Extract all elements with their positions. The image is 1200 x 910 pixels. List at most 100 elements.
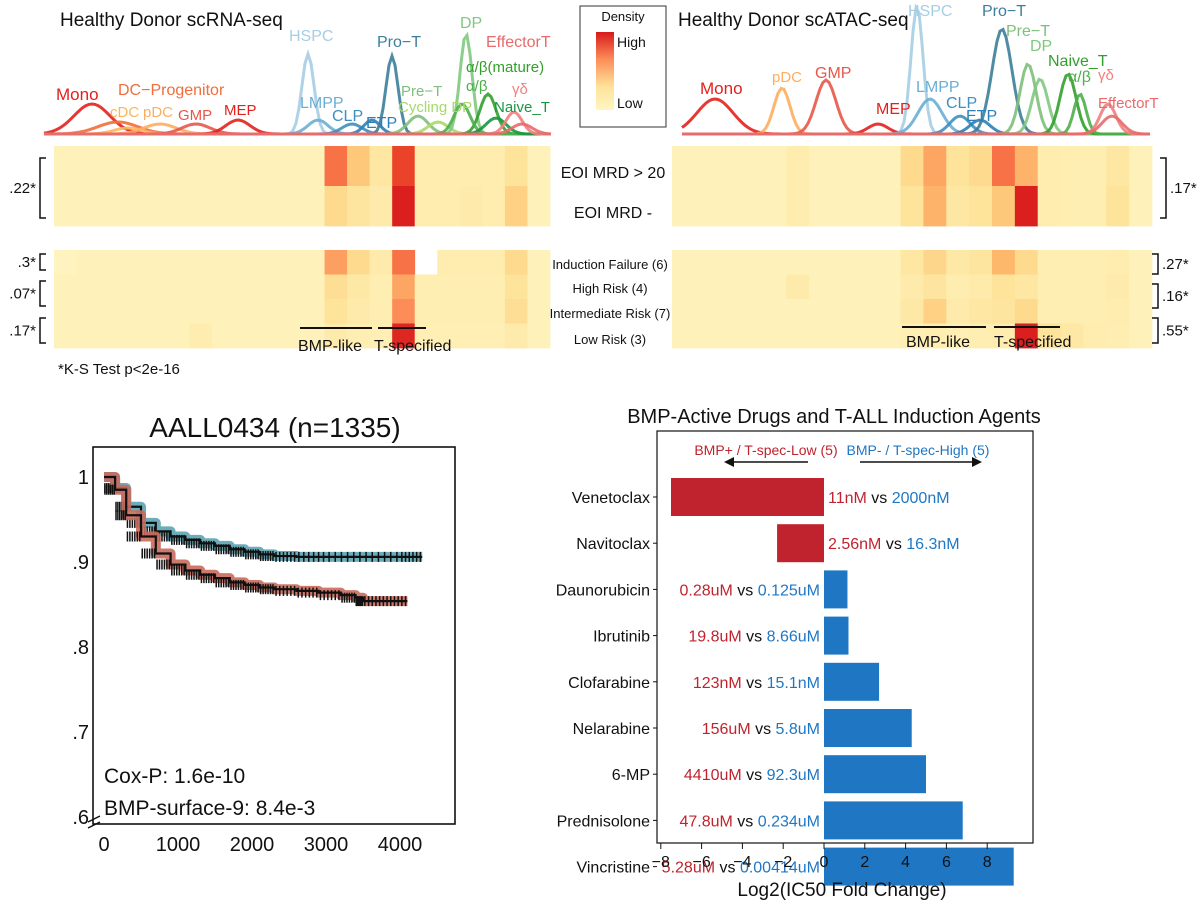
scatac-risk-cell [946, 274, 970, 300]
scrna-risk-cell [482, 274, 506, 300]
scrna-risk-cell [166, 274, 190, 300]
scrna-risk-cell [302, 250, 325, 275]
scrna-risk-cell [347, 299, 371, 324]
scatac-risk-cell [1060, 250, 1084, 275]
scrna-risk-cell [459, 274, 483, 300]
scatac-risk-cell [1060, 299, 1084, 324]
scatac-hr-bracket-label: .16* [1162, 288, 1189, 305]
scatac-risk-cell [832, 323, 856, 349]
drug-x-tick-label: 6 [942, 854, 951, 871]
scatac-significance-brackets: .17* .27* .16* .55* [1152, 157, 1197, 344]
drug-bar [824, 755, 926, 794]
scatac-risk-cell [786, 299, 810, 324]
scrna-mrd-cell [392, 186, 416, 227]
scrna-mrd-cell [76, 186, 100, 227]
scatac-risk-cell [992, 299, 1016, 324]
scatac-risk-cell [1060, 274, 1084, 300]
scrna-mrd-cell [211, 186, 235, 227]
scatac-mrd-cell [809, 146, 833, 187]
scrna-mrd-cell [302, 146, 325, 187]
density-legend-box [579, 5, 667, 128]
scrna-risk-cell [279, 250, 303, 275]
scrna-risk-cell [144, 274, 168, 300]
drug-x-axis-label: Log2(IC50 Fold Change) [737, 880, 946, 901]
scatac-mrd-bracket [1160, 157, 1167, 219]
drug-x-tick-label: 0 [820, 854, 829, 871]
scatac-cell-type-label-9: Pre−T [1006, 23, 1050, 40]
drug-left-arrow-label: BMP+ / T-spec-Low (5) [694, 442, 837, 458]
scrna-risk-cell [54, 323, 77, 349]
scatac-density-curve [682, 118, 1150, 136]
scatac-risk-cell [900, 299, 924, 324]
scatac-mrd-cell [809, 186, 833, 227]
scrna-risk-cell [347, 323, 371, 349]
scrna-density-curve [44, 122, 552, 136]
scrna-mrd-cell [482, 186, 506, 227]
survival-axis-break [87, 815, 101, 829]
survival-series-1-band [104, 472, 408, 607]
drug-bar [824, 847, 1014, 886]
survival-y-tick-label: .6 [72, 807, 89, 829]
scrna-heatmap-risk [54, 250, 551, 349]
scatac-mrd-cell [763, 186, 787, 227]
scatac-risk-cell [877, 274, 901, 300]
scrna-risk-cell [369, 274, 393, 300]
scatac-mrd-cell [1060, 146, 1084, 187]
scrna-risk-cell [527, 274, 551, 300]
scatac-risk-cell [923, 323, 947, 349]
scatac-risk-cell [900, 323, 924, 349]
drug-category-label: Venetoclax [572, 490, 650, 507]
scrna-risk-cell [414, 274, 438, 300]
survival-x-tick-label: 0 [98, 834, 109, 856]
scatac-mrd-cell [877, 146, 901, 187]
scrna-risk-cell [392, 250, 416, 275]
scatac-cell-type-label-5: LMPP [916, 79, 960, 96]
scrna-footnote: *K-S Test p<2e-16 [58, 361, 180, 378]
scatac-cell-type-label-12: α/β [1068, 69, 1091, 86]
scrna-cell-type-label-6: HSPC [289, 28, 333, 45]
scrna-risk-cell [324, 323, 348, 349]
scrna-risk-cell [234, 299, 258, 324]
scrna-risk-cell [144, 250, 168, 275]
drug-x-tick-label: 2 [860, 854, 869, 871]
scrna-risk-cell [189, 250, 213, 275]
scrna-cell-type-label-7: LMPP [300, 95, 344, 112]
scatac-risk-cell [969, 274, 993, 300]
scatac-risk-cell [740, 274, 764, 300]
scatac-risk-cell [717, 299, 741, 324]
scatac-heatmap-mrd [672, 146, 1153, 227]
scatac-mrd-cell [900, 186, 924, 227]
scrna-mrd-cell [459, 186, 483, 227]
scrna-risk-cell [279, 274, 303, 300]
scatac-risk-cell [946, 323, 970, 349]
scrna-mrd-cell [99, 146, 123, 187]
scatac-risk-cell [809, 274, 833, 300]
scrna-panel: Healthy Donor scRNA-seq Mono DC−Progenito… [9, 10, 552, 378]
scrna-risk-cell [144, 323, 168, 349]
scatac-if-bracket [1152, 253, 1159, 275]
scatac-if-bracket-label: .27* [1162, 256, 1189, 273]
scatac-hr-bracket [1152, 283, 1159, 309]
scatac-mrd-cell [740, 146, 764, 187]
scatac-risk-cell [1083, 299, 1107, 324]
scrna-risk-cell [211, 250, 235, 275]
scatac-cell-type-label-10: DP [1030, 38, 1052, 55]
scatac-risk-cell [1060, 323, 1084, 349]
scrna-risk-cell [256, 250, 280, 275]
scatac-risk-cell [672, 323, 696, 349]
scrna-mrd-cell [504, 146, 528, 187]
drug-ic50-label: 4410uM vs 92.3uM [684, 767, 820, 784]
drug-ic50-label: 0.28uM vs 0.125uM [679, 582, 820, 599]
scrna-risk-cell [166, 299, 190, 324]
scrna-mrd-cell [189, 146, 213, 187]
scrna-cell-type-label-14: α/β(mature) [466, 59, 544, 76]
scatac-mrd-cell [992, 146, 1016, 187]
scrna-mrd-cell [414, 186, 438, 227]
scatac-group-bmp: BMP-like [906, 334, 970, 351]
scrna-mrd-bracket-label: .22* [9, 180, 36, 197]
scrna-risk-cell [189, 299, 213, 324]
scrna-cell-type-label-0: Mono [56, 85, 99, 104]
scatac-mrd-cell [923, 146, 947, 187]
scatac-risk-cell [992, 274, 1016, 300]
scatac-risk-cell [992, 323, 1016, 349]
